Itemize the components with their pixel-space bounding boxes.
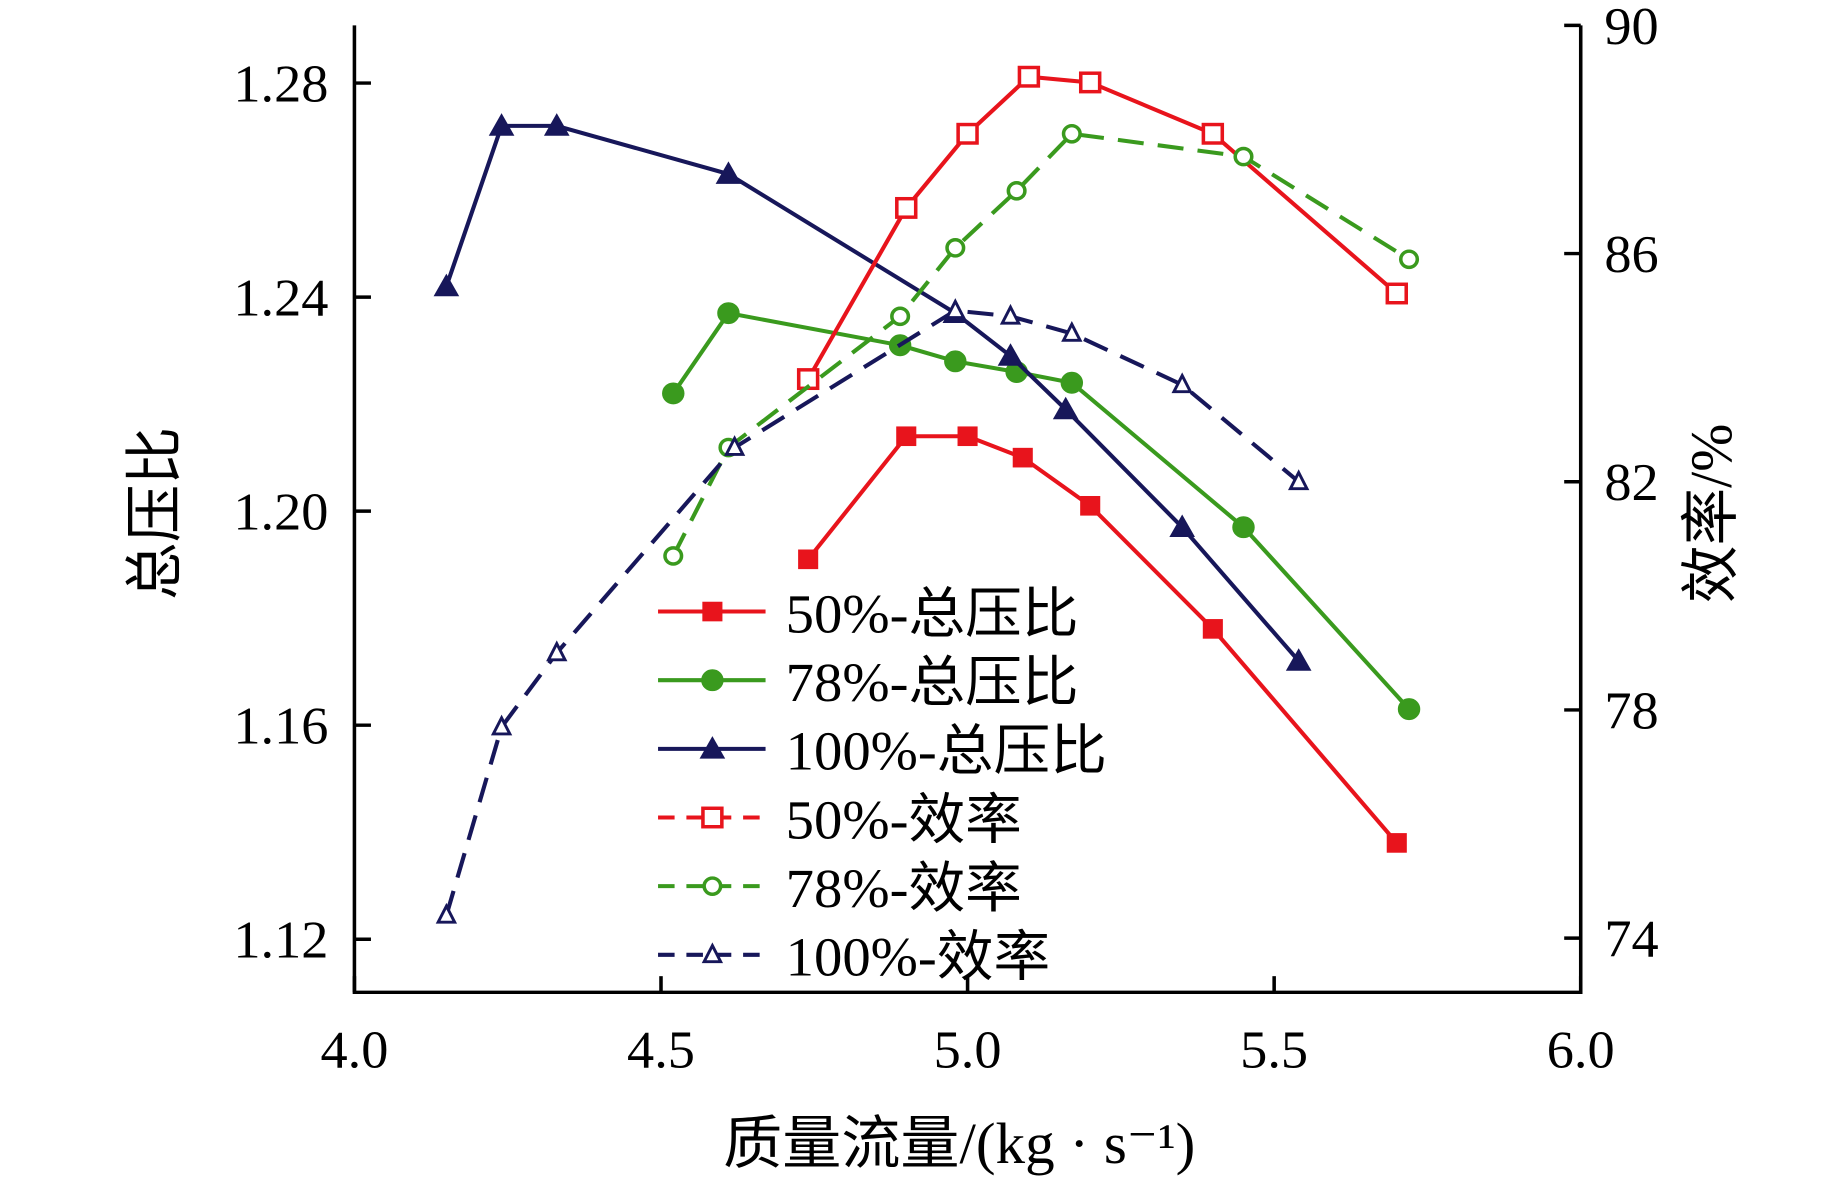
legend-label: 78%-效率	[786, 859, 1022, 920]
data-point	[1385, 282, 1409, 305]
data-point	[663, 546, 684, 566]
data-point	[890, 306, 911, 327]
data-point	[717, 302, 740, 325]
series-0	[798, 426, 1407, 853]
data-point	[1061, 320, 1083, 342]
data-point	[1012, 447, 1033, 468]
legend-label: 100%-总压比	[786, 721, 1107, 782]
data-point	[1202, 619, 1223, 639]
legend-marker	[702, 601, 723, 622]
series-3	[796, 65, 1409, 391]
data-point	[1386, 833, 1407, 853]
data-point	[1399, 249, 1420, 270]
legend-marker	[702, 876, 723, 896]
data-point	[662, 382, 685, 405]
data-point	[999, 303, 1022, 325]
data-point	[546, 640, 568, 662]
x-tick-label: 4.5	[627, 1020, 695, 1079]
x-axis-label: 质量流量/(kg · s⁻¹)	[723, 1112, 1195, 1176]
series-line	[806, 74, 1399, 381]
data-point	[543, 113, 570, 136]
axes: 4.0 4.5 5.0 5.5 6.0 1.12 1.16 1.20 1.24 1.28 74 78 8…	[233, 0, 1658, 1079]
data-point	[896, 426, 917, 447]
x-tick-label: 5.5	[1240, 1020, 1308, 1079]
legend-label: 50%-效率	[786, 790, 1022, 851]
data-point	[1233, 146, 1254, 167]
data-point	[1052, 396, 1079, 420]
legend-marker	[701, 942, 724, 964]
series-layer	[433, 65, 1421, 924]
data-point	[1060, 371, 1084, 394]
data-point	[1171, 372, 1193, 394]
y2-tick-label: 74	[1604, 909, 1658, 968]
data-point	[895, 196, 918, 219]
x-tick-label: 4.0	[320, 1020, 388, 1079]
legend-label: 100%-效率	[786, 927, 1051, 988]
data-point	[944, 350, 967, 373]
data-point	[433, 273, 460, 297]
y2-tick-label: 86	[1604, 225, 1658, 284]
y2-tick-label: 90	[1604, 0, 1658, 56]
legend: 50%-总压比 78%-总压比 100%-总压比 50%-效率 78%-效率 100%-效…	[658, 584, 1107, 988]
data-point	[1078, 71, 1102, 94]
data-point	[1080, 495, 1101, 516]
legend-item: 50%-效率	[658, 790, 1022, 851]
data-point	[798, 549, 819, 570]
data-point	[957, 426, 978, 447]
series-line	[671, 310, 1411, 711]
legend-item: 78%-效率	[658, 859, 1022, 920]
legend-item: 78%-总压比	[658, 653, 1079, 714]
series-line	[444, 123, 1301, 663]
data-point	[435, 902, 458, 924]
data-point	[1288, 469, 1310, 491]
y-tick-label: 1.20	[233, 482, 328, 541]
series-5	[435, 298, 1310, 924]
data-point	[1285, 648, 1312, 671]
data-point	[490, 714, 513, 736]
y2-axis-label: 效率/%	[1678, 424, 1744, 603]
series-4	[663, 123, 1420, 566]
y2-tick-label: 82	[1604, 453, 1658, 512]
legend-label: 78%-总压比	[786, 653, 1079, 714]
data-point	[1169, 514, 1195, 538]
series-line	[671, 131, 1411, 557]
legend-label: 50%-总压比	[786, 584, 1079, 645]
data-point	[1061, 123, 1082, 144]
legend-marker	[701, 806, 724, 829]
x-tick-label: 6.0	[1547, 1020, 1615, 1079]
data-point	[997, 343, 1024, 366]
data-point	[723, 435, 746, 456]
data-point	[956, 122, 979, 145]
y-tick-label: 1.16	[233, 696, 328, 755]
data-point	[1017, 65, 1041, 88]
legend-marker	[699, 736, 726, 759]
y-tick-label: 1.12	[233, 910, 328, 969]
data-point	[488, 113, 515, 136]
series-1	[662, 302, 1421, 721]
data-point	[1201, 122, 1225, 145]
y-axis-label: 总压比	[122, 427, 188, 600]
data-point	[944, 298, 966, 319]
data-point	[1397, 698, 1421, 721]
legend-item: 50%-总压比	[658, 584, 1079, 645]
y2-tick-label: 78	[1604, 681, 1658, 740]
data-point	[945, 238, 966, 258]
data-point	[1232, 516, 1255, 539]
legend-marker	[701, 669, 724, 692]
x-tick-label: 5.0	[934, 1020, 1002, 1079]
y-tick-label: 1.24	[233, 268, 328, 327]
data-point	[715, 161, 742, 184]
y-tick-label: 1.28	[233, 54, 328, 113]
legend-item: 100%-效率	[658, 927, 1050, 988]
data-point	[1006, 181, 1027, 201]
legend-item: 100%-总压比	[658, 721, 1107, 782]
